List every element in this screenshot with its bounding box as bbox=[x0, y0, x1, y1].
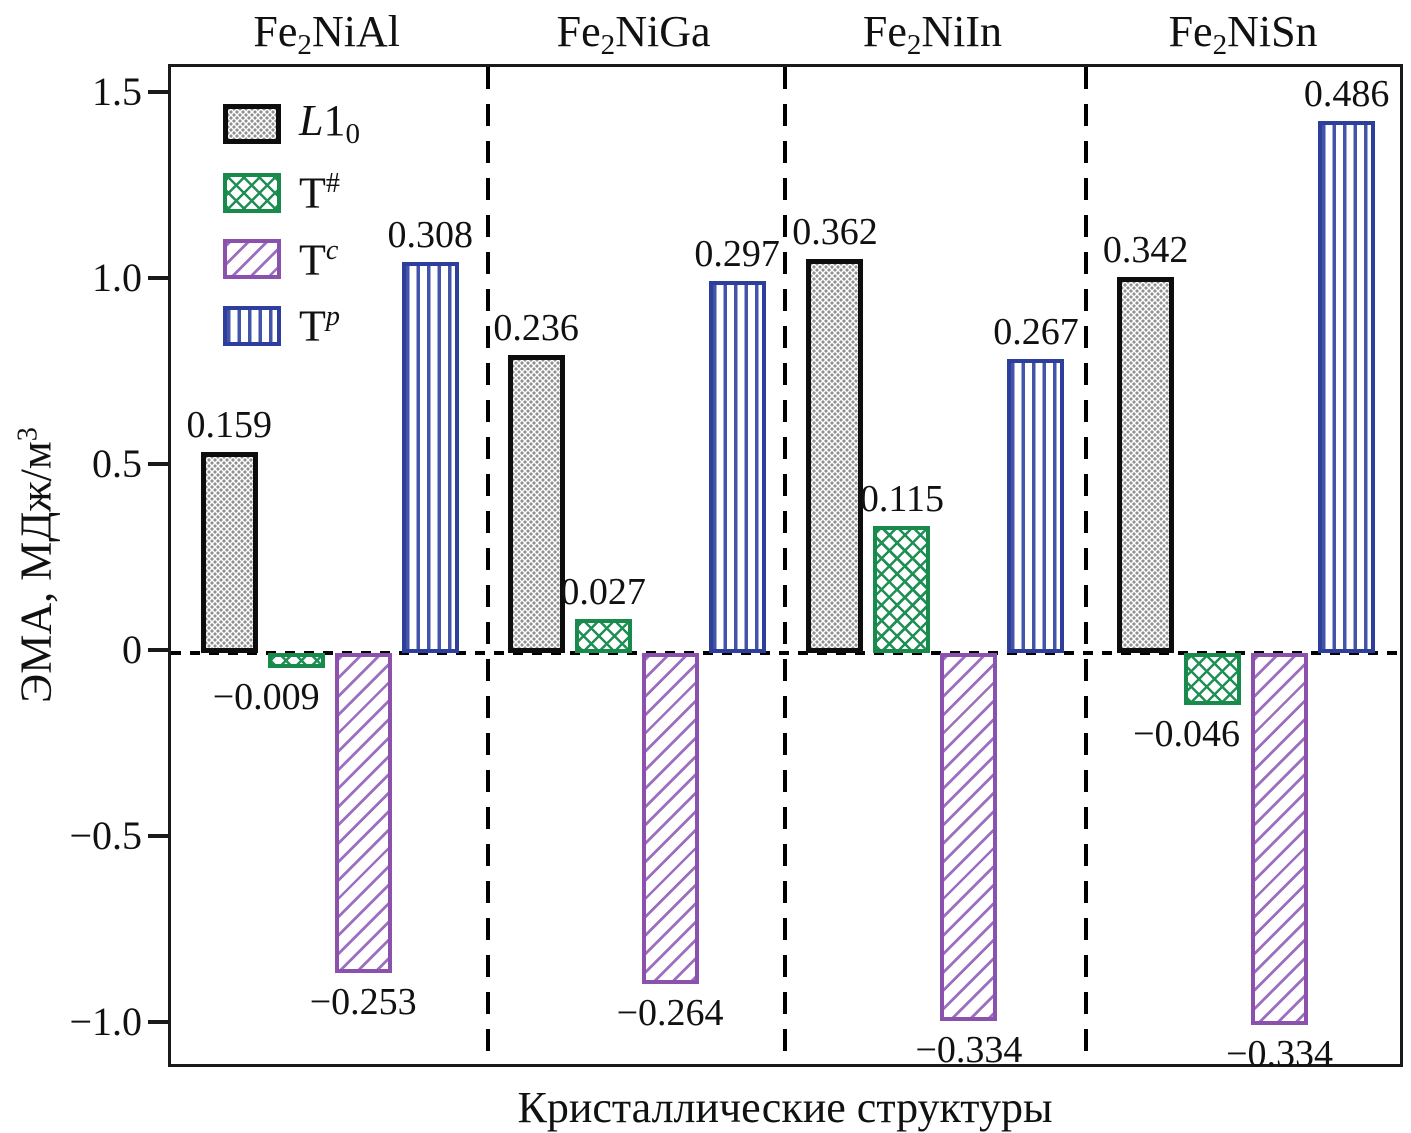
bar-T^#-Fe2NiSn bbox=[1184, 652, 1242, 706]
y-tick bbox=[148, 461, 168, 466]
bar-T^c-Fe2NiSn bbox=[1251, 652, 1309, 1025]
plot-area: L10 T# Tc Tp 0.159 0.236 0.362 0.342 −0.009 0.02… bbox=[168, 64, 1403, 1073]
bar-T^#-Fe2NiIn bbox=[873, 526, 931, 653]
bar-L1_0-Fe2NiIn bbox=[806, 258, 864, 653]
legend-item-L1_0: L10 bbox=[223, 96, 360, 151]
bar-T^p-Fe2NiAl bbox=[401, 262, 459, 653]
group-title: Fe2NiGa bbox=[556, 7, 711, 62]
bar-value-label: −0.253 bbox=[309, 980, 417, 1023]
bar-T^c-Fe2NiIn bbox=[940, 652, 998, 1022]
y-tick-label: −1.0 bbox=[69, 998, 142, 1044]
bar-T^#-Fe2NiAl bbox=[267, 652, 325, 668]
bar-L1_0-Fe2NiGa bbox=[507, 355, 565, 653]
group-separator bbox=[1084, 67, 1089, 1064]
y-tick-label: 1.5 bbox=[92, 68, 142, 114]
legend-label: L10 bbox=[299, 96, 360, 151]
y-tick-label: −0.5 bbox=[69, 812, 142, 858]
y-tick bbox=[148, 833, 168, 838]
bar-T^#-Fe2NiGa bbox=[574, 619, 632, 653]
bar-L1_0-Fe2NiAl bbox=[200, 452, 258, 653]
bar-value-label: 0.362 bbox=[792, 210, 878, 253]
legend: L10 T# Tc Tp bbox=[223, 96, 360, 370]
bar-value-label: 0.308 bbox=[387, 214, 473, 257]
T^#-swatch-icon bbox=[223, 172, 281, 213]
bar-value-label: −0.264 bbox=[616, 992, 724, 1035]
bar-T^p-Fe2NiSn bbox=[1318, 120, 1376, 653]
bar-L1_0-Fe2NiSn bbox=[1117, 277, 1175, 653]
L1_0-swatch-icon bbox=[223, 104, 281, 145]
y-tick bbox=[148, 1019, 168, 1024]
group-separator bbox=[782, 67, 787, 1064]
legend-item-T^p: Tp bbox=[223, 303, 360, 348]
bar-value-label: −0.334 bbox=[915, 1029, 1023, 1072]
bar-value-label: 0.027 bbox=[560, 571, 646, 614]
y-tick-label: 0.5 bbox=[92, 440, 142, 486]
y-tick-label: 0 bbox=[122, 626, 142, 672]
legend-label: Tc bbox=[299, 234, 339, 285]
legend-item-T^c: Tc bbox=[223, 234, 360, 285]
group-title: Fe2NiSn bbox=[1168, 7, 1318, 62]
T^c-swatch-icon bbox=[223, 239, 281, 280]
T^p-swatch-icon bbox=[223, 305, 281, 346]
bar-T^p-Fe2NiGa bbox=[708, 280, 766, 653]
bar-value-label: 0.297 bbox=[694, 232, 780, 275]
bar-value-label: 0.115 bbox=[859, 478, 944, 521]
bar-value-label: −0.334 bbox=[1226, 1032, 1334, 1075]
group-title: Fe2NiIn bbox=[862, 7, 1003, 62]
bar-T^p-Fe2NiIn bbox=[1007, 359, 1065, 653]
group-separator bbox=[486, 67, 491, 1064]
bar-value-label: 0.267 bbox=[993, 311, 1079, 354]
y-tick bbox=[148, 89, 168, 94]
legend-item-T^#: T# bbox=[223, 170, 360, 215]
y-axis-title-superscript: 3 bbox=[12, 427, 44, 442]
bar-T^c-Fe2NiAl bbox=[334, 652, 392, 973]
bar-T^c-Fe2NiGa bbox=[641, 652, 699, 985]
legend-label: Tp bbox=[299, 301, 340, 351]
y-tick bbox=[148, 647, 168, 652]
bar-value-label: 0.342 bbox=[1102, 229, 1189, 272]
bar-value-label: 0.159 bbox=[186, 404, 272, 447]
x-axis-title: Кристаллические структуры bbox=[517, 1083, 1053, 1132]
bar-value-label: −0.009 bbox=[212, 675, 320, 718]
bar-value-label: 0.486 bbox=[1303, 72, 1390, 115]
bar-value-label: −0.046 bbox=[1133, 713, 1241, 756]
group-title: Fe2NiAl bbox=[253, 7, 400, 62]
bar-value-label: 0.236 bbox=[493, 307, 579, 350]
legend-label: T# bbox=[299, 168, 340, 218]
y-tick-label: 1.0 bbox=[92, 254, 142, 300]
y-tick bbox=[148, 275, 168, 280]
